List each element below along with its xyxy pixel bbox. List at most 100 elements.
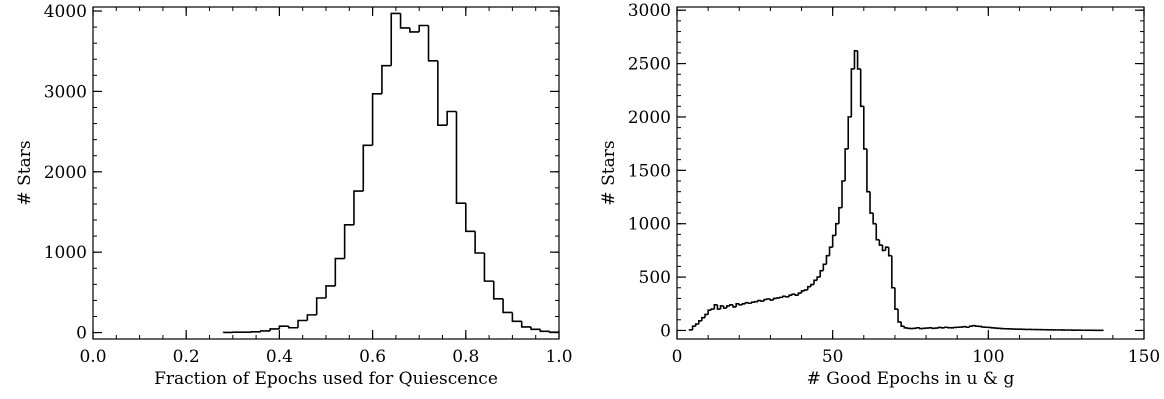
histogram-bin (539, 329, 550, 333)
y-tick-label: 2000 (44, 163, 87, 183)
histogram-bin (474, 231, 485, 254)
histogram-bin (287, 326, 299, 329)
histogram-bin (819, 269, 824, 278)
histogram-bin (520, 321, 532, 328)
histogram-bin (875, 223, 880, 241)
left-histogram-panel: 0.0 0.2 0.4 0.6 0.8 1.0 0 1000 2000 3000 4000 Fract… (15, 2, 573, 389)
histogram-bin (747, 302, 752, 305)
x-tick-label: 1.0 (545, 347, 572, 367)
histogram-bin (371, 93, 382, 146)
histogram-bin (722, 305, 727, 309)
histogram-bin (800, 290, 805, 294)
histogram-bin (884, 246, 889, 251)
histogram-bin (822, 263, 827, 271)
histogram-bin (726, 305, 730, 309)
histogram-bin (878, 239, 883, 246)
histogram-bin (763, 298, 768, 302)
histogram-bin (390, 12, 401, 66)
histogram-bin (931, 327, 936, 330)
y-tick-label: 2000 (628, 108, 671, 128)
histogram-bin (710, 308, 715, 311)
x-axis-label: # Good Epochs in u & g (807, 369, 1015, 389)
histogram-bin (757, 299, 762, 302)
histogram-bin (362, 144, 373, 192)
histogram-bin (915, 326, 920, 329)
histogram-bin (278, 325, 289, 329)
histogram-bin (729, 304, 734, 306)
histogram-bin (735, 302, 740, 307)
histogram-bin (325, 285, 336, 298)
y-axis-label: # Stars (599, 140, 619, 205)
y-tick-label: 3000 (44, 82, 87, 102)
histogram-bin (691, 325, 696, 330)
histogram-bin (704, 313, 709, 318)
x-tick-label: 0.6 (359, 347, 386, 367)
y-tick-label: 0 (76, 324, 87, 344)
histogram-bin (937, 326, 942, 329)
histogram-bin (713, 304, 718, 310)
histogram-bin (343, 224, 354, 259)
histogram-bin (297, 319, 308, 328)
x-tick-label: 150 (1128, 347, 1160, 367)
histogram-bin (866, 148, 871, 193)
histogram-bin (769, 298, 774, 301)
histogram-bin (502, 298, 513, 314)
histogram-bin (831, 234, 836, 248)
histogram-bin (903, 326, 908, 329)
histogram-bin (716, 304, 721, 310)
histogram-bin (856, 50, 861, 70)
histogram-bin (887, 247, 892, 257)
x-tick-label: 0.2 (173, 347, 200, 367)
x-tick-label: 0 (672, 347, 683, 367)
histogram-bin (816, 276, 821, 281)
histogram-bin (965, 326, 970, 329)
histogram-bin (803, 289, 808, 291)
histogram-bin (381, 64, 392, 94)
histogram-bin (701, 316, 706, 321)
histogram-bin (825, 254, 830, 265)
y-tick-label: 0 (660, 321, 671, 341)
histogram-bin (894, 287, 899, 310)
histogram-bin (785, 296, 790, 298)
histogram-bin (427, 25, 438, 62)
histogram-bin (750, 301, 755, 304)
x-tick-label: 50 (822, 347, 844, 367)
histogram-bin (269, 328, 280, 331)
histogram-bin (943, 326, 948, 329)
histogram-bin (353, 190, 364, 225)
histogram-bin (838, 206, 843, 224)
histogram-bin (334, 257, 345, 286)
histogram-bin (900, 321, 905, 327)
histogram-bin (872, 213, 877, 225)
histogram-bin (863, 106, 867, 150)
histogram-bin (694, 323, 699, 327)
y-tick-label: 500 (639, 268, 671, 288)
histogram-bin (772, 297, 777, 301)
x-tick-label: 0.0 (79, 347, 106, 367)
histogram-bin (813, 279, 818, 285)
histogram-bin (707, 309, 712, 315)
histogram-bin (306, 314, 317, 321)
histogram-bin (719, 305, 724, 310)
histogram-bin (869, 191, 874, 214)
histogram-bin (741, 302, 746, 305)
histogram-bin (465, 203, 476, 233)
histogram-bin (788, 294, 793, 297)
x-tick-label: 100 (972, 347, 1004, 367)
histogram-bin (409, 27, 420, 33)
histogram-bin (688, 329, 693, 331)
histogram-bin (259, 330, 271, 332)
histogram-bin (697, 320, 702, 325)
histogram-bin (810, 283, 814, 287)
y-tick-label: 4000 (44, 2, 87, 22)
histogram-bin (850, 68, 855, 117)
histogram-bin (844, 148, 849, 182)
histogram-bin (399, 13, 410, 29)
histogram-bin (418, 24, 429, 32)
histogram-bin (919, 327, 923, 330)
histogram-bin (891, 255, 895, 289)
histogram-bin (981, 326, 986, 328)
y-tick-label: 1000 (44, 243, 87, 263)
y-tick-label: 3000 (628, 1, 671, 21)
